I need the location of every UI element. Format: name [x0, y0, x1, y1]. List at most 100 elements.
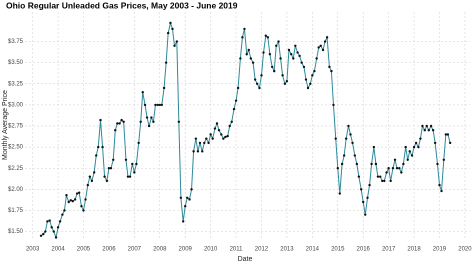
point — [137, 141, 140, 145]
point — [427, 129, 431, 132]
point — [362, 200, 365, 204]
point — [173, 44, 176, 47]
point — [247, 48, 250, 52]
point — [436, 162, 439, 166]
point — [421, 124, 424, 128]
point — [135, 162, 138, 166]
x-tick-label: 2008 — [153, 247, 167, 253]
point — [190, 188, 193, 191]
point — [355, 162, 359, 166]
point — [101, 145, 104, 149]
point — [423, 129, 426, 132]
point — [366, 196, 369, 199]
point — [73, 198, 77, 201]
point — [351, 141, 354, 145]
point — [158, 103, 161, 107]
point — [175, 40, 179, 43]
point — [323, 40, 327, 43]
x-tick-label: 2016 — [357, 247, 371, 253]
y-tick-label: $2.50 — [8, 145, 24, 151]
point — [95, 154, 98, 157]
point — [393, 158, 397, 161]
x-tick-label: 2003 — [26, 247, 40, 253]
point — [290, 53, 293, 56]
point — [440, 189, 443, 193]
point — [442, 158, 446, 161]
point — [222, 137, 225, 140]
point — [58, 220, 62, 223]
point — [245, 53, 248, 56]
point — [275, 44, 278, 47]
point — [114, 129, 117, 132]
point — [285, 80, 289, 83]
point — [77, 191, 81, 194]
point — [201, 150, 204, 153]
point — [283, 82, 287, 85]
point — [364, 213, 367, 216]
point — [141, 91, 144, 94]
point — [97, 145, 100, 149]
point — [143, 103, 147, 107]
x-tick-label: 2020 — [458, 247, 472, 253]
point — [217, 129, 221, 132]
point — [376, 175, 380, 178]
y-tick-label: $3.50 — [8, 60, 24, 66]
point — [298, 54, 301, 58]
point — [156, 103, 159, 107]
point — [133, 171, 136, 174]
x-tick-label: 2015 — [331, 247, 345, 253]
point — [359, 188, 363, 191]
point — [412, 145, 416, 149]
point — [63, 209, 66, 212]
point — [296, 51, 299, 54]
point — [65, 194, 68, 197]
y-tick-label: $3.75 — [8, 39, 24, 45]
point — [152, 120, 155, 123]
point — [103, 175, 106, 178]
point — [391, 167, 395, 170]
y-tick-label: $2.00 — [8, 187, 24, 193]
point — [154, 103, 157, 107]
point — [438, 183, 441, 187]
point — [236, 86, 240, 90]
point — [150, 116, 153, 119]
point — [444, 133, 448, 136]
point — [92, 171, 96, 174]
point — [188, 198, 191, 201]
point — [61, 213, 64, 216]
point — [196, 150, 200, 153]
point — [203, 141, 206, 145]
point — [112, 158, 115, 161]
point — [67, 200, 70, 204]
point — [429, 124, 433, 128]
point — [313, 69, 316, 73]
point — [266, 36, 270, 39]
point — [160, 103, 164, 107]
point — [417, 145, 420, 149]
point — [54, 236, 58, 239]
point — [181, 220, 185, 223]
point — [311, 74, 314, 77]
point — [255, 82, 259, 85]
point — [184, 205, 187, 208]
point — [48, 219, 51, 222]
point — [357, 175, 361, 178]
point — [88, 175, 92, 178]
x-tick-label: 2011 — [230, 247, 244, 253]
point — [232, 107, 236, 111]
point — [147, 124, 151, 128]
point — [332, 103, 335, 107]
point — [105, 179, 109, 183]
point — [395, 167, 399, 170]
point — [387, 167, 390, 170]
point — [300, 61, 303, 64]
y-tick-label: $1.75 — [8, 208, 24, 214]
point — [162, 86, 166, 90]
point — [370, 162, 373, 166]
point — [71, 199, 75, 203]
point — [192, 150, 195, 153]
point — [268, 53, 272, 56]
point — [239, 57, 242, 60]
y-tick-label: $3.00 — [8, 102, 24, 108]
point — [347, 124, 350, 128]
